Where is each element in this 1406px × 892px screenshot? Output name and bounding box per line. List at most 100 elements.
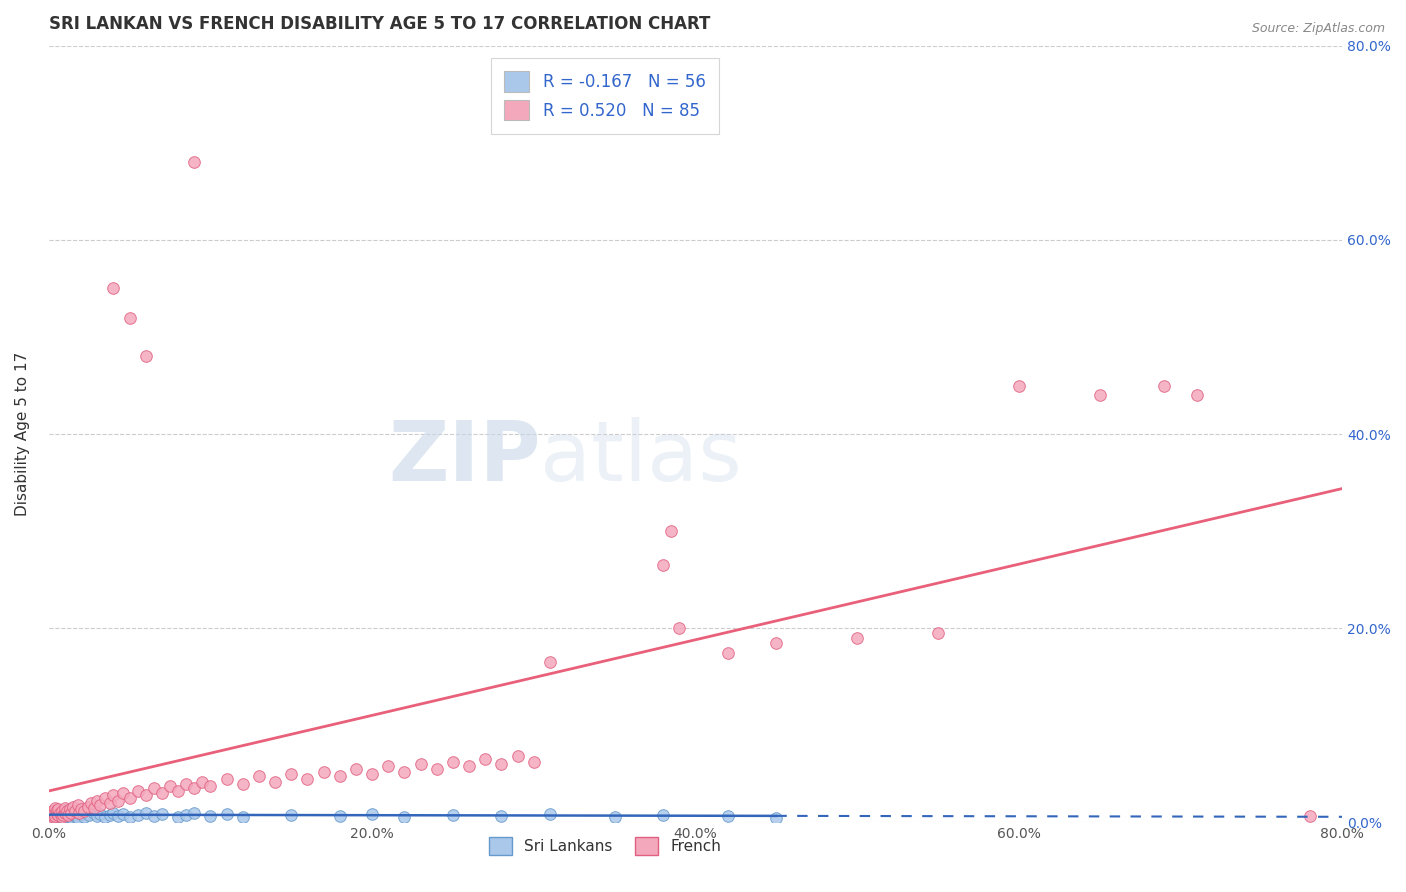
Point [426, 762, 449, 776]
Point [76, 800, 98, 814]
Point [42, 805, 65, 820]
Point [89, 797, 111, 812]
Point [55, 804, 77, 818]
Point [344, 762, 367, 776]
Point [312, 764, 335, 779]
Point [167, 784, 190, 798]
Point [53, 803, 76, 817]
Point [441, 756, 464, 770]
Point [53, 807, 76, 822]
Point [1299, 808, 1322, 822]
Point [73, 804, 96, 818]
Point [127, 784, 149, 798]
Point [56, 806, 79, 821]
Point [297, 772, 319, 786]
Point [89, 806, 111, 821]
Point [846, 631, 869, 645]
Point [927, 626, 949, 640]
Point [458, 759, 481, 773]
Point [41, 811, 63, 825]
Point [45, 805, 67, 820]
Point [329, 808, 352, 822]
Point [523, 756, 546, 770]
Point [70, 806, 93, 821]
Legend: R = -0.167   N = 56, R = 0.520   N = 85: R = -0.167 N = 56, R = 0.520 N = 85 [491, 58, 718, 134]
Point [142, 808, 165, 822]
Point [329, 769, 352, 783]
Point [62, 807, 84, 822]
Point [167, 810, 190, 824]
Point [63, 804, 86, 818]
Point [474, 752, 496, 766]
Point [361, 806, 384, 821]
Point [765, 811, 787, 825]
Point [1008, 378, 1031, 392]
Point [183, 805, 205, 820]
Point [361, 767, 384, 781]
Point [60, 805, 83, 820]
Point [538, 655, 561, 669]
Point [174, 807, 197, 822]
Point [52, 811, 75, 825]
Point [94, 810, 117, 824]
Point [41, 804, 63, 818]
Point [118, 810, 141, 824]
Point [69, 805, 91, 820]
Point [717, 646, 740, 660]
Point [83, 801, 105, 815]
Point [44, 808, 66, 822]
Point [150, 786, 173, 800]
Point [53, 805, 76, 820]
Point [77, 807, 100, 822]
Point [98, 807, 121, 822]
Point [44, 801, 66, 815]
Point [45, 803, 67, 817]
Point [191, 774, 214, 789]
Point [39, 811, 62, 825]
Point [42, 810, 65, 824]
Text: SRI LANKAN VS FRENCH DISABILITY AGE 5 TO 17 CORRELATION CHART: SRI LANKAN VS FRENCH DISABILITY AGE 5 TO… [49, 15, 710, 33]
Point [118, 791, 141, 805]
Point [142, 781, 165, 796]
Point [55, 808, 77, 822]
Point [506, 749, 529, 764]
Point [66, 811, 89, 825]
Point [63, 804, 86, 818]
Point [264, 774, 287, 789]
Point [652, 807, 675, 822]
Point [70, 802, 93, 816]
Point [51, 804, 73, 818]
Point [49, 806, 72, 821]
Point [103, 805, 125, 820]
Point [491, 757, 513, 772]
Text: Source: ZipAtlas.com: Source: ZipAtlas.com [1251, 22, 1385, 36]
Point [52, 807, 75, 822]
Point [56, 807, 79, 822]
Point [668, 621, 690, 635]
Point [59, 802, 82, 816]
Point [107, 808, 129, 822]
Point [603, 810, 626, 824]
Point [491, 808, 513, 822]
Point [135, 805, 157, 820]
Point [232, 810, 254, 824]
Point [659, 524, 682, 538]
Point [135, 789, 157, 803]
Point [127, 807, 149, 822]
Point [44, 813, 66, 827]
Point [1153, 378, 1175, 392]
Point [83, 805, 105, 820]
Point [65, 808, 87, 822]
Point [717, 808, 740, 822]
Point [1185, 388, 1208, 402]
Point [49, 805, 72, 820]
Point [51, 810, 73, 824]
Point [66, 797, 89, 812]
Point [280, 767, 302, 781]
Point [280, 807, 302, 822]
Point [62, 800, 84, 814]
Point [183, 155, 205, 169]
Point [45, 806, 67, 821]
Point [72, 805, 94, 819]
Point [409, 757, 432, 772]
